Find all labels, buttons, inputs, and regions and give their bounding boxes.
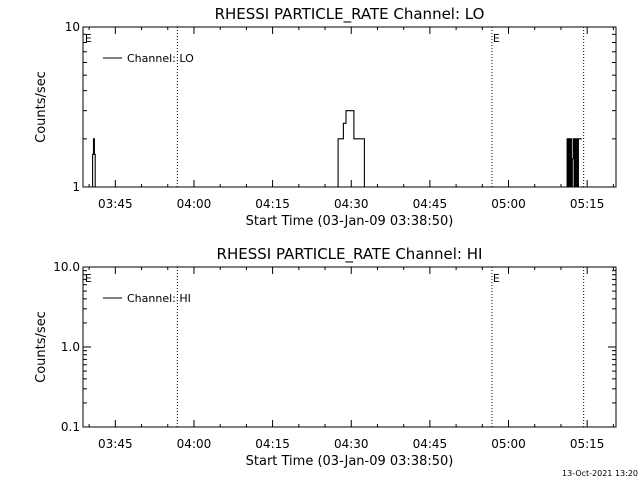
event-marker-label: E [85, 272, 92, 285]
x-tick-label: 03:45 [98, 197, 133, 211]
event-marker-label: E [493, 32, 500, 45]
plot-frame [82, 26, 617, 188]
x-tick-label: 04:45 [413, 437, 448, 451]
y-tick-label: 10.0 [53, 260, 80, 274]
x-axis-label: Start Time (03-Jan-09 03:38:50) [246, 214, 454, 229]
x-tick-label: 05:15 [570, 437, 605, 451]
x-tick-label: 05:15 [570, 197, 605, 211]
lo-channel-panel: RHESSI PARTICLE_RATE Channel: LO Start Ti… [34, 5, 617, 229]
y-tick-label: 0.1 [61, 420, 80, 434]
x-tick-label: 04:15 [255, 197, 290, 211]
x-tick-label: 05:00 [491, 437, 526, 451]
x-tick-label: 04:00 [177, 197, 212, 211]
event-marker-label: E [85, 32, 92, 45]
hi-channel-panel: RHESSI PARTICLE_RATE Channel: HI Start Ti… [34, 245, 617, 469]
x-tick-label: 04:15 [255, 437, 290, 451]
x-tick-label: 04:45 [413, 197, 448, 211]
y-axis-label: Counts/sec [34, 71, 49, 143]
event-marker-label: E [493, 272, 500, 285]
y-tick-label: 1.0 [61, 340, 80, 354]
series-line [561, 138, 582, 188]
x-tick-label: 04:00 [177, 437, 212, 451]
series-line [91, 138, 97, 188]
legend-label: Channel: HI [127, 292, 191, 305]
x-tick-label: 03:45 [98, 437, 133, 451]
plot-frame [82, 266, 617, 428]
y-tick-label: 10 [65, 20, 80, 34]
series-line [332, 110, 367, 188]
x-tick-label: 05:00 [491, 197, 526, 211]
x-tick-label: 04:30 [334, 437, 369, 451]
chart-title: RHESSI PARTICLE_RATE Channel: LO [215, 5, 485, 24]
y-tick-label: 1 [72, 180, 80, 194]
chart-title: RHESSI PARTICLE_RATE Channel: HI [217, 245, 483, 264]
x-tick-label: 04:30 [334, 197, 369, 211]
y-axis-label: Counts/sec [34, 311, 49, 383]
legend-label: Channel: LO [127, 52, 194, 65]
x-axis-label: Start Time (03-Jan-09 03:38:50) [246, 454, 454, 469]
footer-timestamp: 13-Oct-2021 13:20 [562, 469, 638, 478]
